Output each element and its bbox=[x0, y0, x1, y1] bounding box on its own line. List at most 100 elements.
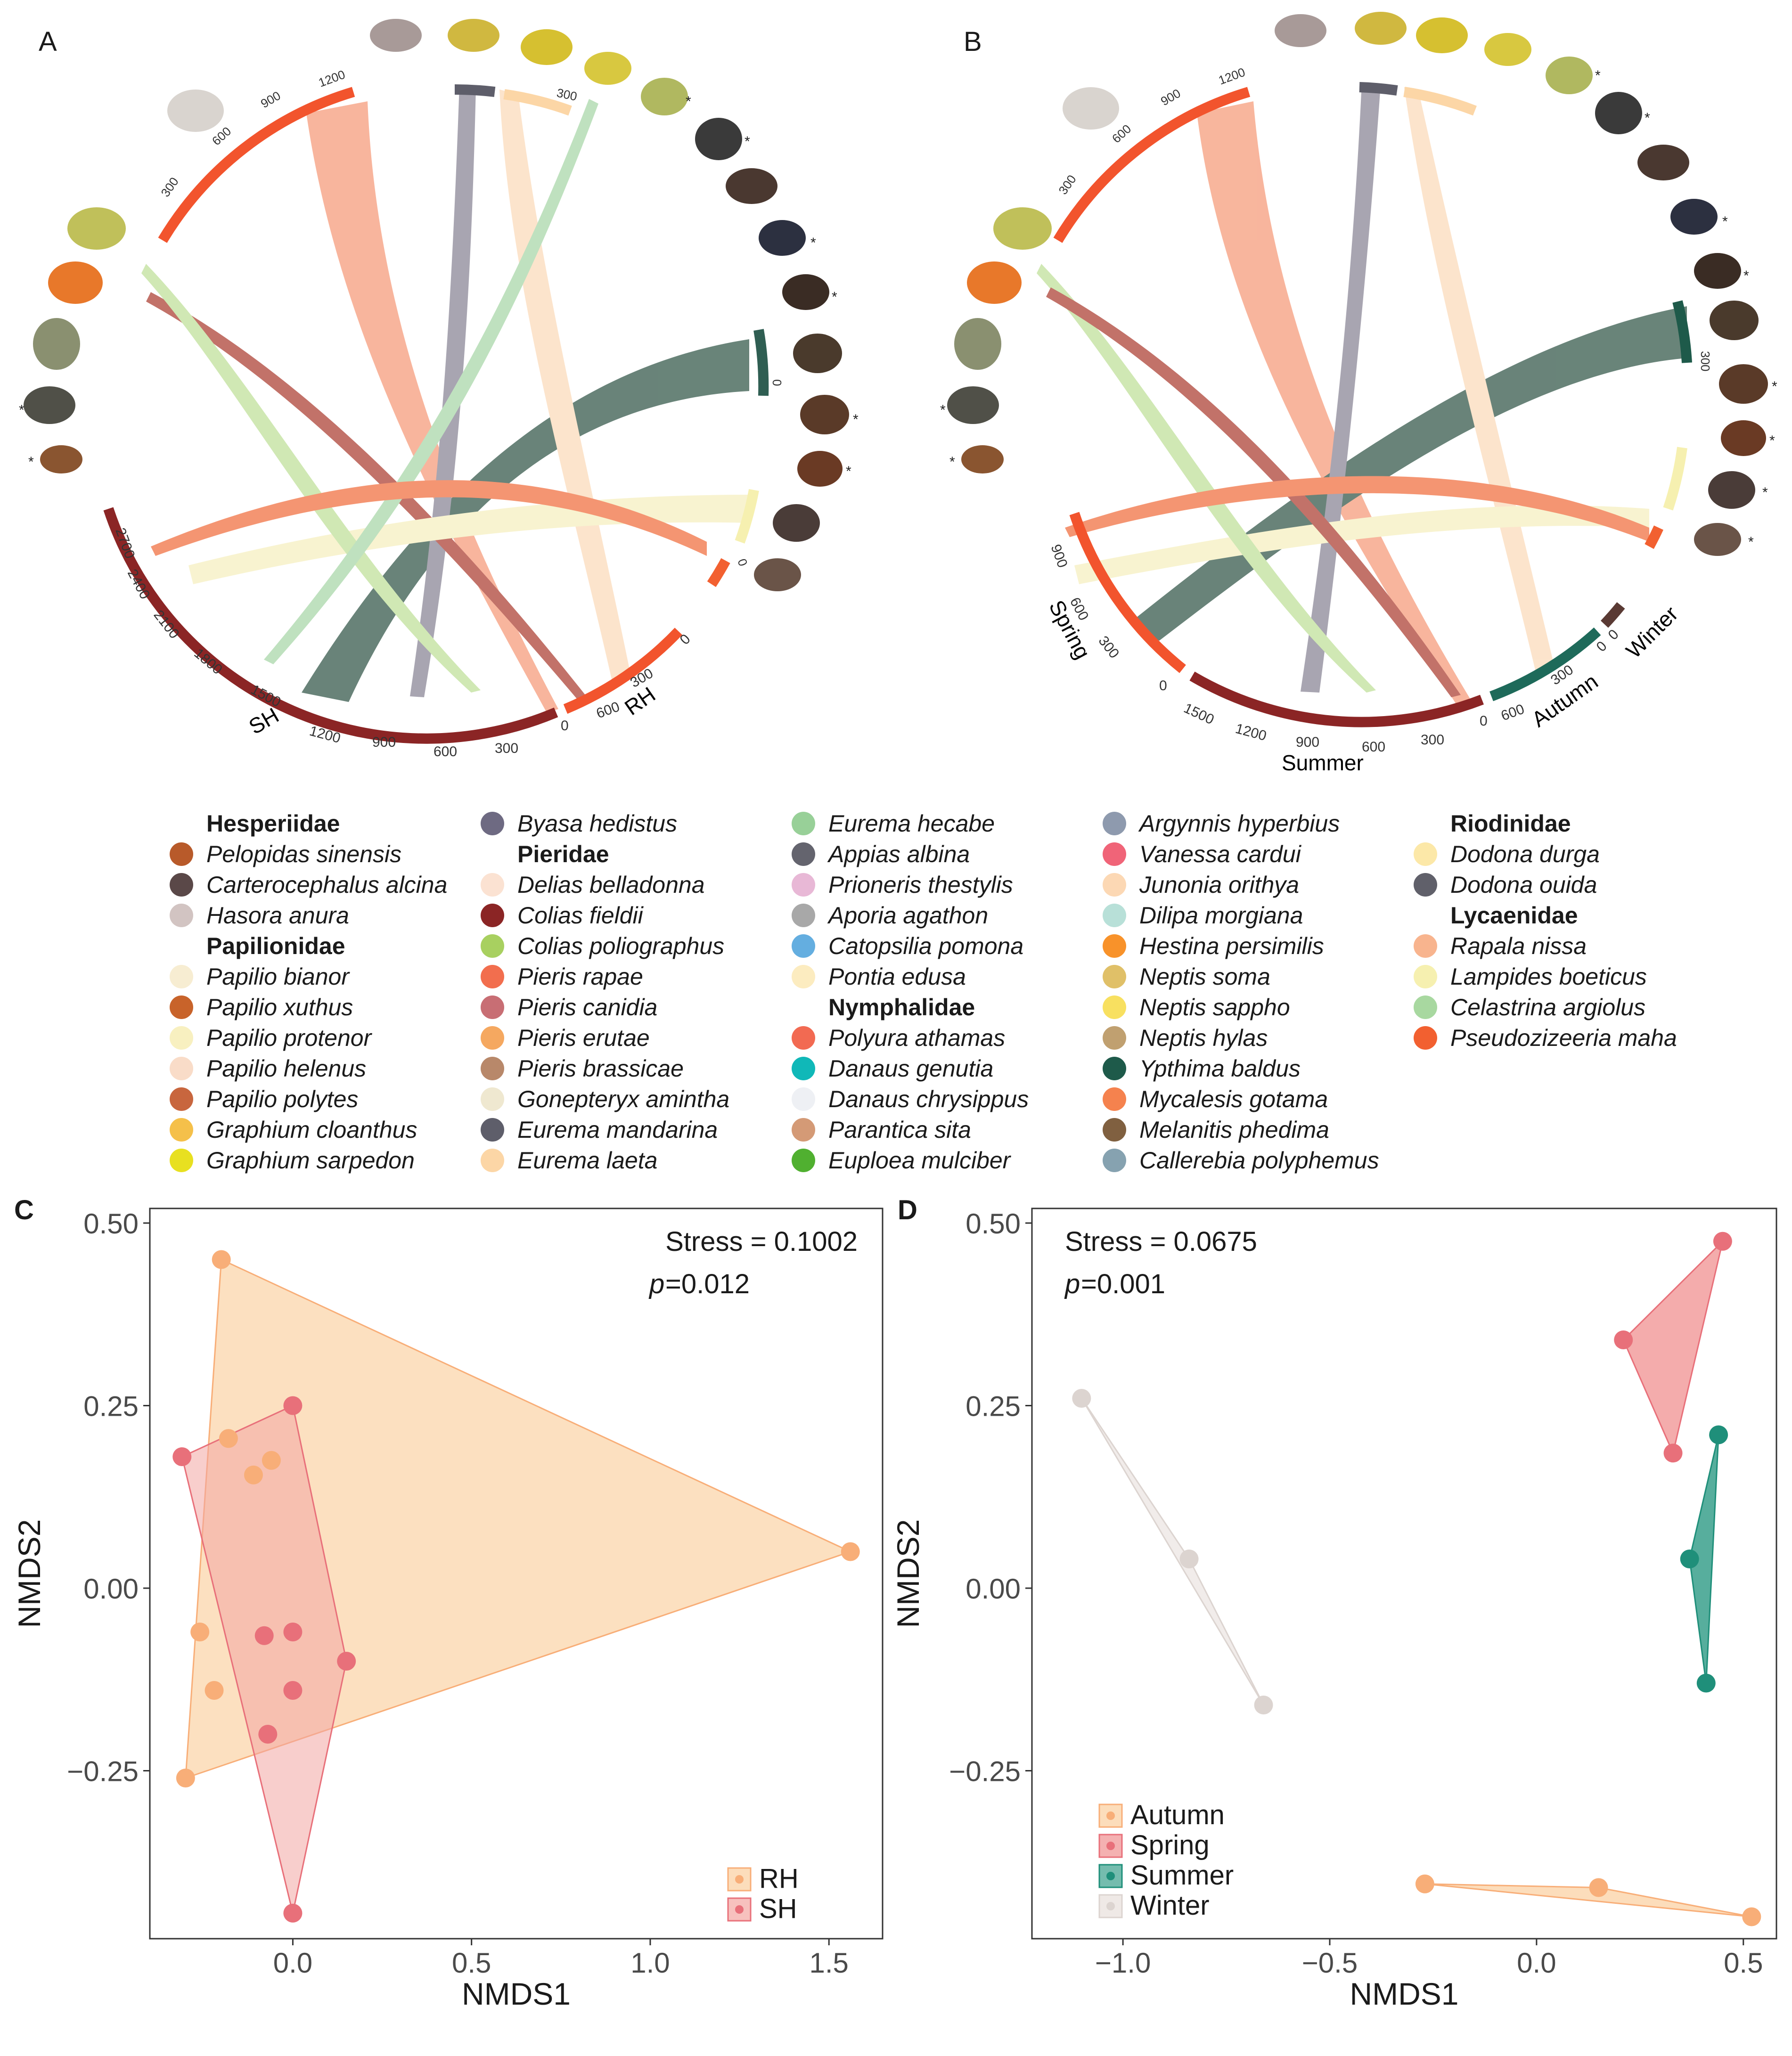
legend-item: Graphium cloanthus bbox=[170, 1114, 447, 1145]
legend-species-name: Euploea mulciber bbox=[828, 1147, 1011, 1174]
arc-eurema-laeta bbox=[1403, 87, 1477, 116]
legend-column: Byasa hedistus Pieridae Delias belladonna C… bbox=[481, 808, 729, 1175]
point-sh bbox=[172, 1447, 192, 1466]
ribbon-byasa-hedistus bbox=[1301, 82, 1381, 693]
arc-byasa bbox=[454, 84, 496, 97]
butterfly-icon bbox=[797, 451, 843, 487]
legend-key-dot bbox=[1106, 1842, 1115, 1850]
x-tick-label: −0.5 bbox=[1302, 1947, 1358, 1979]
nmds-plot-habitat: 0.50 0.25 0.00 −0.25 0.0 0.5 1.0 1.5 NMDS1 NMDS2 S… bbox=[12, 1207, 884, 2011]
legend-swatch bbox=[1103, 1118, 1126, 1142]
tick-label: 600 bbox=[1499, 701, 1526, 724]
legend-swatch bbox=[792, 964, 815, 988]
species-legend: Hesperiidae Pelopidas sinensis Carteroceph… bbox=[170, 808, 1725, 1185]
point-sh bbox=[283, 1623, 303, 1641]
legend-item: Colias poliographus bbox=[481, 930, 729, 961]
tick-label: 600 bbox=[209, 124, 234, 148]
legend-swatch bbox=[481, 873, 504, 897]
legend-item: Pieris brassicae bbox=[481, 1053, 729, 1084]
significance-stars: * * * * * * * * bbox=[19, 94, 859, 479]
p-label: p bbox=[648, 1269, 664, 1299]
tick-label: 300 bbox=[556, 86, 579, 104]
legend-swatch bbox=[1103, 1026, 1126, 1050]
tick-label: 1200 bbox=[1234, 721, 1268, 744]
legend-swatch bbox=[481, 934, 504, 958]
y-tick-label: 0.25 bbox=[83, 1391, 139, 1422]
arc-ypthima bbox=[753, 329, 769, 396]
legend-item: Pieris rapae bbox=[481, 961, 729, 992]
butterfly-thumbnails bbox=[947, 12, 1768, 556]
butterfly-icon bbox=[1708, 471, 1755, 509]
legend-swatch bbox=[170, 903, 193, 927]
star-marker: * bbox=[28, 454, 34, 470]
legend-item: Junonia orithya bbox=[1103, 869, 1379, 900]
legend-item: Gonepteryx amintha bbox=[481, 1084, 729, 1114]
legend-swatch bbox=[170, 964, 193, 988]
arc-spring bbox=[1069, 512, 1186, 673]
panel-label-a: A bbox=[39, 26, 57, 57]
arc-pseudozizeeria bbox=[707, 558, 730, 587]
legend-swatch bbox=[1414, 1026, 1437, 1050]
group-label-summer: Summer bbox=[1282, 751, 1364, 775]
chord-diagram-season: Spring Summer Autumn Winter 900 600 300 … bbox=[940, 12, 1777, 775]
point-rh bbox=[219, 1429, 238, 1448]
star-marker: * bbox=[1769, 433, 1775, 449]
tick-label: 0 bbox=[1594, 638, 1610, 655]
legend-item: Celastrina argiolus bbox=[1414, 992, 1677, 1022]
ribbon-ypthima-baldus bbox=[302, 339, 749, 702]
butterfly-icon bbox=[1694, 253, 1741, 289]
ribbon-colias-poliographus bbox=[141, 264, 481, 693]
point-summer bbox=[1709, 1425, 1728, 1444]
legend-column: Argynnis hyperbius Vanessa cardui Junonia … bbox=[1103, 808, 1379, 1175]
legend-species-name: Hasora anura bbox=[206, 902, 349, 929]
butterfly-thumbnails bbox=[24, 19, 849, 591]
panel-label-d: D bbox=[898, 1195, 917, 1225]
group-label-winter: Winter bbox=[1621, 601, 1683, 663]
legend-swatch bbox=[481, 1087, 504, 1111]
legend-species-name: Dodona ouida bbox=[1450, 871, 1597, 898]
star-marker: * bbox=[1722, 214, 1728, 229]
tick-label: 600 bbox=[1109, 122, 1134, 146]
legend-swatch bbox=[792, 873, 815, 897]
ribbon-lampides bbox=[1074, 505, 1649, 584]
legend-family-heading: Nymphalidae bbox=[828, 994, 975, 1020]
legend-item: Danaus genutia bbox=[792, 1053, 1029, 1084]
legend-swatch bbox=[1414, 934, 1437, 958]
legend-swatch bbox=[1103, 995, 1126, 1019]
ribbon-colias-poliographus bbox=[1037, 264, 1376, 693]
legend-swatch bbox=[1103, 1056, 1126, 1080]
legend-item: Delias belladonna bbox=[481, 869, 729, 900]
tick-label: 1200 bbox=[317, 67, 347, 90]
legend-item: Ypthima baldus bbox=[1103, 1053, 1379, 1084]
tick-label: 900 bbox=[372, 734, 396, 750]
hull-autumn bbox=[1424, 1883, 1752, 1917]
legend-species-name: Argynnis hyperbius bbox=[1139, 810, 1340, 837]
p-label: p bbox=[1064, 1269, 1080, 1299]
legend-item: Pontia edusa bbox=[792, 961, 1029, 992]
legend-item: Dilipa morgiana bbox=[1103, 900, 1379, 930]
star-marker: * bbox=[949, 454, 955, 470]
legend-key-dot bbox=[735, 1875, 744, 1884]
legend-species-name: Delias belladonna bbox=[517, 871, 705, 898]
butterfly-icon bbox=[370, 19, 422, 52]
legend-item: Euploea mulciber bbox=[792, 1145, 1029, 1175]
arc-pieris-rapae bbox=[1053, 87, 1251, 243]
butterfly-icon bbox=[961, 445, 1004, 473]
star-marker: * bbox=[853, 412, 859, 427]
legend-species-name: Pseudozizeeria maha bbox=[1450, 1024, 1677, 1051]
legend-species-name: Colias poliographus bbox=[517, 932, 725, 959]
tick-label: 0 bbox=[770, 379, 784, 386]
y-tick-label: 0.00 bbox=[966, 1573, 1021, 1605]
tick-label: 1200 bbox=[1217, 65, 1247, 88]
tick-label: 0 bbox=[1159, 678, 1167, 693]
legend-species-name: Polyura athamas bbox=[828, 1024, 1006, 1051]
p-value-annotation: p =0.001 bbox=[1064, 1269, 1165, 1299]
legend-item: Colias fieldii bbox=[481, 900, 729, 930]
x-tick-label: 1.5 bbox=[810, 1947, 849, 1979]
x-tick-label: 0.0 bbox=[273, 1947, 312, 1979]
point-rh bbox=[841, 1542, 860, 1561]
p-value: =0.012 bbox=[665, 1269, 750, 1299]
tick-label: 1500 bbox=[1181, 700, 1216, 727]
star-marker: * bbox=[1772, 379, 1777, 394]
legend-item: Danaus chrysippus bbox=[792, 1084, 1029, 1114]
